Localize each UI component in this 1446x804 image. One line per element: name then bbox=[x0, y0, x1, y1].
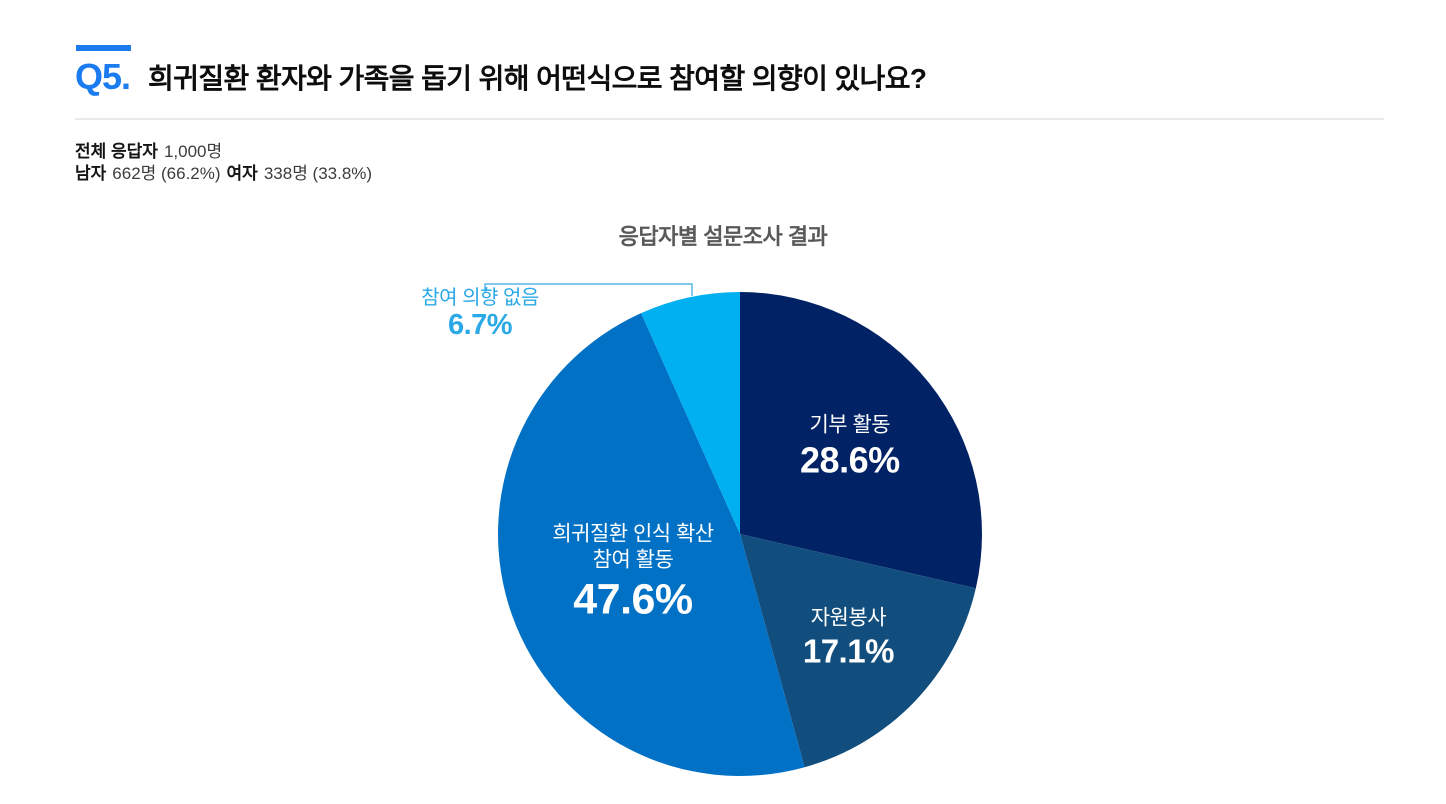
female-label: 여자 bbox=[226, 164, 258, 183]
question-number: Q5. bbox=[75, 56, 131, 97]
gender-breakdown-line: 남자 662명 (66.2%) 여자 338명 (33.8%) bbox=[75, 163, 372, 185]
respondent-stats: 전체 응답자 1,000명 남자 662명 (66.2%) 여자 338명 (33.8%… bbox=[75, 141, 372, 185]
leader-line bbox=[484, 283, 693, 296]
pie-slice-2 bbox=[498, 313, 805, 776]
header-divider bbox=[75, 118, 1384, 120]
total-respondents-value: 1,000명 bbox=[163, 142, 223, 161]
chart-title: 응답자별 설문조사 결과 bbox=[618, 224, 828, 249]
total-respondents-line: 전체 응답자 1,000명 bbox=[75, 141, 372, 163]
female-value: 338명 (33.8%) bbox=[263, 164, 373, 183]
male-label: 남자 bbox=[75, 164, 107, 183]
page-title: 희귀질환 환자와 가족을 돕기 위해 어떤식으로 참여할 의향이 있나요? bbox=[148, 63, 927, 94]
pie-slice-3 bbox=[641, 292, 740, 534]
pie-slice-1 bbox=[740, 534, 976, 768]
accent-bar bbox=[76, 45, 131, 51]
male-value: 662명 (66.2%) bbox=[112, 164, 221, 183]
total-respondents-label: 전체 응답자 bbox=[75, 142, 158, 161]
pie-slice-0 bbox=[740, 292, 983, 589]
